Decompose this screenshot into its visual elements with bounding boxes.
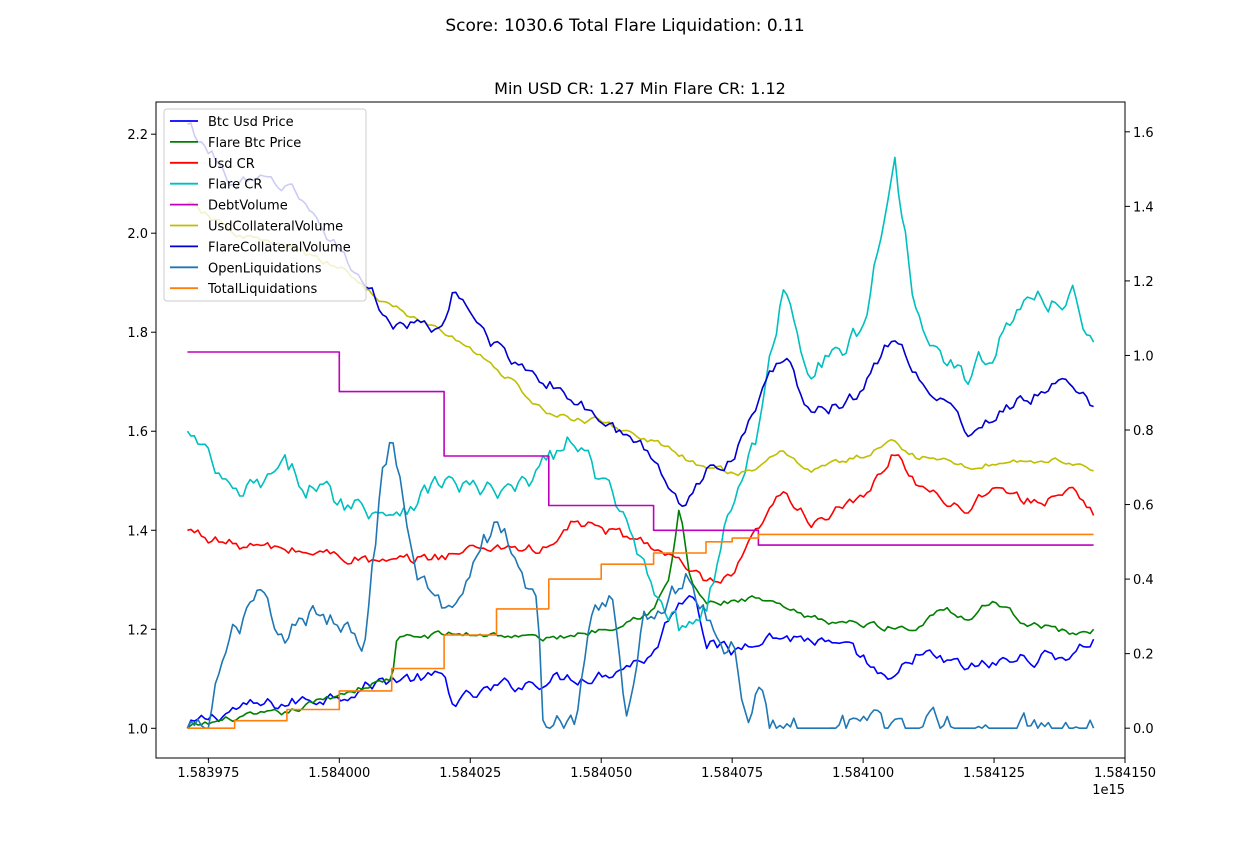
y-right-tick-label: 0.2 — [1133, 648, 1154, 663]
y-left-tick-label: 2.2 — [127, 128, 148, 143]
x-tick-label: 1.584150 — [1094, 766, 1156, 781]
y-right-tick-label: 0.0 — [1133, 722, 1154, 737]
y-right-tick-label: 0.8 — [1133, 424, 1154, 439]
y-right-tick-label: 0.6 — [1133, 499, 1154, 514]
x-tick-label: 1.584025 — [439, 766, 501, 781]
legend-label: UsdCollateralVolume — [208, 220, 343, 235]
legend-label: Flare Btc Price — [208, 136, 301, 151]
y-right-tick-label: 1.2 — [1133, 275, 1154, 290]
y-left-tick-label: 1.6 — [127, 425, 148, 440]
x-tick-label: 1.584125 — [963, 766, 1025, 781]
x-tick-label: 1.584050 — [570, 766, 632, 781]
legend-label: OpenLiquidations — [208, 261, 322, 276]
series-line-usd-cr — [187, 454, 1095, 584]
series-line-totalliquidations — [187, 533, 1094, 729]
series-line-btc-usd-price — [186, 595, 1095, 729]
legend: Btc Usd Price Flare Btc Price Usd CR Flare … — [163, 108, 367, 302]
x-offset-label: 1e15 — [1092, 783, 1125, 798]
series-line-openliquidations — [186, 441, 1095, 729]
legend-label: TotalLiquidations — [207, 282, 317, 297]
x-tick-label: 1.584100 — [832, 766, 894, 781]
legend-label: FlareCollateralVolume — [208, 240, 351, 255]
series-line-debtvolume — [187, 351, 1094, 546]
y-right-tick-label: 1.4 — [1133, 200, 1154, 215]
legend-box — [163, 108, 367, 302]
series-line-flare-btc-price — [186, 509, 1095, 729]
x-axis: 1.583975 1.584000 1.584025 1.584050 1.584075… — [177, 758, 1156, 781]
axes-title: Min USD CR: 1.27 Min Flare CR: 1.12 — [494, 79, 786, 98]
y-left-tick-label: 2.0 — [127, 227, 148, 242]
x-tick-label: 1.584000 — [308, 766, 370, 781]
x-tick-label: 1.583975 — [177, 766, 239, 781]
legend-label: DebtVolume — [208, 199, 288, 214]
y-right-tick-label: 1.0 — [1133, 349, 1154, 364]
y-axis-left: 1.0 1.2 1.4 1.6 1.8 2.0 2.2 — [127, 128, 156, 737]
legend-label: Flare CR — [208, 178, 262, 193]
y-right-tick-label: 1.6 — [1133, 126, 1154, 141]
legend-label: Usd CR — [208, 157, 255, 172]
x-tick-label: 1.584075 — [701, 766, 763, 781]
y-right-tick-label: 0.4 — [1133, 573, 1154, 588]
series-line-flare-cr — [186, 156, 1095, 632]
y-left-tick-label: 1.0 — [127, 722, 148, 737]
y-left-tick-label: 1.2 — [127, 623, 148, 638]
y-left-tick-label: 1.4 — [127, 524, 148, 539]
y-left-tick-label: 1.8 — [127, 326, 148, 341]
legend-label: Btc Usd Price — [208, 115, 294, 130]
y-axis-right: 0.0 0.2 0.4 0.6 0.8 1.0 1.2 1.4 1.6 — [1125, 126, 1154, 737]
figure-suptitle: Score: 1030.6 Total Flare Liquidation: 0… — [445, 16, 804, 36]
